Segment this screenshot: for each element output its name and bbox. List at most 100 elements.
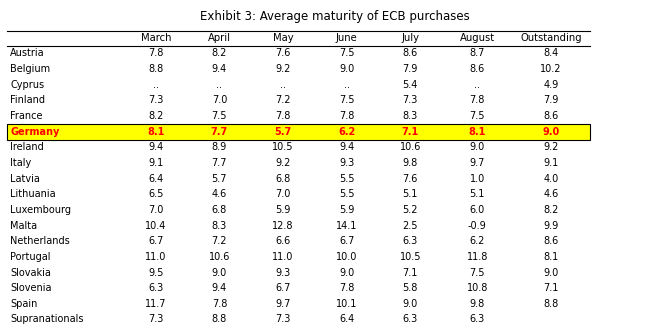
Text: 8.8: 8.8 (148, 64, 163, 74)
Text: 10.5: 10.5 (399, 252, 421, 262)
Text: 10.8: 10.8 (467, 283, 488, 293)
Text: 7.5: 7.5 (212, 111, 227, 121)
Text: 8.7: 8.7 (470, 49, 485, 58)
Text: 9.7: 9.7 (470, 158, 485, 168)
Text: 8.1: 8.1 (469, 127, 486, 137)
Text: Ireland: Ireland (10, 142, 44, 152)
Text: ..: .. (216, 80, 222, 90)
Text: 6.3: 6.3 (403, 315, 418, 324)
Text: 11.7: 11.7 (145, 299, 167, 309)
Text: 4.0: 4.0 (543, 174, 559, 184)
Text: Malta: Malta (10, 221, 37, 230)
Text: Spain: Spain (10, 299, 38, 309)
Text: 7.2: 7.2 (212, 236, 227, 246)
Text: Belgium: Belgium (10, 64, 50, 74)
Text: 4.6: 4.6 (212, 189, 227, 199)
Text: 5.5: 5.5 (339, 174, 354, 184)
Text: 9.4: 9.4 (339, 142, 354, 152)
Text: 6.7: 6.7 (275, 283, 291, 293)
Text: 6.4: 6.4 (148, 174, 163, 184)
Text: 8.8: 8.8 (543, 299, 559, 309)
Text: 11.0: 11.0 (145, 252, 166, 262)
Text: Netherlands: Netherlands (10, 236, 70, 246)
Text: 5.9: 5.9 (275, 205, 291, 215)
Text: ..: .. (280, 80, 286, 90)
Text: 2.5: 2.5 (403, 221, 418, 230)
Text: 7.6: 7.6 (403, 174, 418, 184)
Text: Portugal: Portugal (10, 252, 50, 262)
Text: 10.4: 10.4 (145, 221, 166, 230)
Text: 9.3: 9.3 (339, 158, 354, 168)
Text: 8.6: 8.6 (403, 49, 418, 58)
Text: 8.6: 8.6 (543, 236, 559, 246)
Text: 8.2: 8.2 (543, 205, 559, 215)
Text: 8.4: 8.4 (543, 49, 559, 58)
Text: 8.1: 8.1 (147, 127, 164, 137)
Text: 14.1: 14.1 (336, 221, 357, 230)
Text: 7.1: 7.1 (402, 127, 419, 137)
Text: Finland: Finland (10, 96, 45, 105)
Text: 4.9: 4.9 (543, 80, 559, 90)
Bar (7, 124, 590, 140)
Text: 7.5: 7.5 (339, 96, 354, 105)
Text: 7.8: 7.8 (339, 283, 354, 293)
Text: 7.8: 7.8 (470, 96, 485, 105)
Text: 8.6: 8.6 (543, 111, 559, 121)
Text: 9.0: 9.0 (212, 268, 227, 277)
Text: 7.5: 7.5 (339, 49, 354, 58)
Text: 7.9: 7.9 (403, 64, 418, 74)
Text: July: July (401, 34, 419, 43)
Text: Luxembourg: Luxembourg (10, 205, 71, 215)
Text: 5.9: 5.9 (339, 205, 354, 215)
Text: Latvia: Latvia (10, 174, 40, 184)
Text: May: May (273, 34, 293, 43)
Text: 6.3: 6.3 (470, 315, 485, 324)
Text: 9.2: 9.2 (275, 64, 291, 74)
Text: 6.2: 6.2 (338, 127, 355, 137)
Text: 7.1: 7.1 (543, 283, 559, 293)
Text: 8.8: 8.8 (212, 315, 227, 324)
Text: Slovenia: Slovenia (10, 283, 52, 293)
Text: 7.5: 7.5 (470, 268, 485, 277)
Text: Outstanding: Outstanding (521, 34, 582, 43)
Text: Supranationals: Supranationals (10, 315, 84, 324)
Text: 5.7: 5.7 (275, 127, 291, 137)
Text: 5.8: 5.8 (403, 283, 418, 293)
Text: 7.3: 7.3 (148, 315, 163, 324)
Text: August: August (460, 34, 495, 43)
Text: 5.5: 5.5 (339, 189, 354, 199)
Text: 9.0: 9.0 (543, 127, 559, 137)
Text: 7.8: 7.8 (275, 111, 291, 121)
Text: 7.0: 7.0 (148, 205, 163, 215)
Text: 10.5: 10.5 (272, 142, 294, 152)
Text: 5.4: 5.4 (403, 80, 418, 90)
Text: 4.6: 4.6 (543, 189, 559, 199)
Text: 5.2: 5.2 (403, 205, 418, 215)
Text: 9.4: 9.4 (212, 283, 227, 293)
Text: 5.7: 5.7 (212, 174, 227, 184)
Text: 7.0: 7.0 (212, 96, 227, 105)
Text: 7.1: 7.1 (403, 268, 418, 277)
Text: 10.0: 10.0 (336, 252, 357, 262)
Text: April: April (208, 34, 231, 43)
Text: 9.0: 9.0 (403, 299, 418, 309)
Text: 9.1: 9.1 (543, 158, 559, 168)
Text: ..: .. (344, 80, 350, 90)
Text: 9.2: 9.2 (275, 158, 291, 168)
Text: 7.0: 7.0 (275, 189, 291, 199)
Text: 6.5: 6.5 (148, 189, 163, 199)
Text: 10.2: 10.2 (540, 64, 562, 74)
Text: Germany: Germany (10, 127, 60, 137)
Text: June: June (336, 34, 358, 43)
Text: 9.4: 9.4 (212, 64, 227, 74)
Text: 9.8: 9.8 (403, 158, 418, 168)
Text: 1.0: 1.0 (470, 174, 485, 184)
Text: 7.5: 7.5 (470, 111, 485, 121)
Text: Exhibit 3: Average maturity of ECB purchases: Exhibit 3: Average maturity of ECB purch… (200, 10, 470, 23)
Text: Slovakia: Slovakia (10, 268, 51, 277)
Text: 9.2: 9.2 (543, 142, 559, 152)
Text: 9.4: 9.4 (148, 142, 163, 152)
Text: 7.6: 7.6 (275, 49, 291, 58)
Text: Cyprus: Cyprus (10, 80, 44, 90)
Text: 7.7: 7.7 (211, 127, 228, 137)
